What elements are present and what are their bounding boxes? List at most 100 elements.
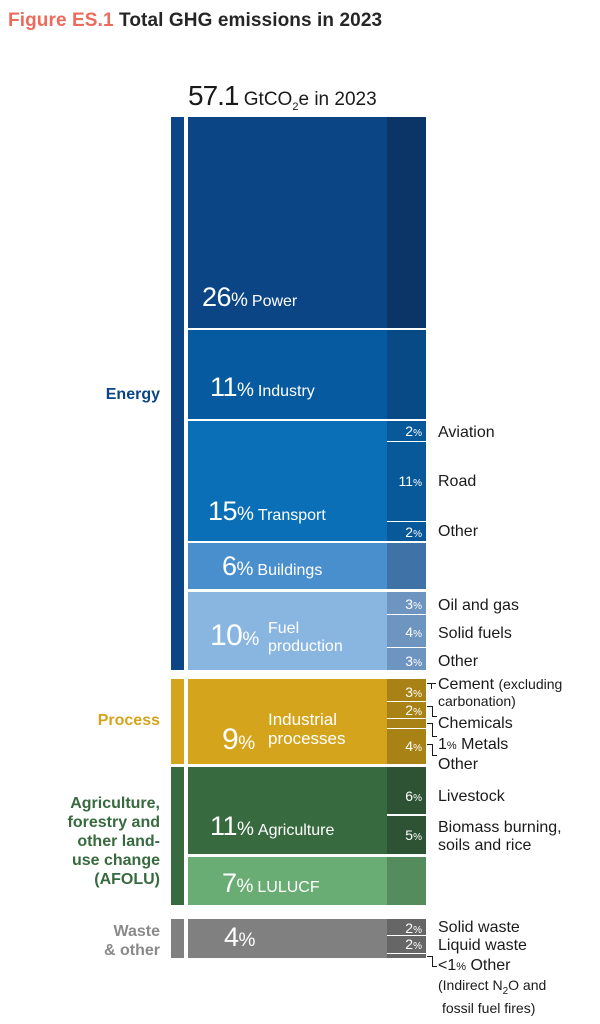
indproc-name-line2: processes: [268, 729, 346, 748]
sector-label-power: 26% Power: [202, 282, 298, 312]
subsector-process-other: 4%: [387, 729, 426, 764]
sector-label-lulucf: 7% LULUCF: [222, 868, 320, 898]
subsector-aviation: 2%: [387, 421, 426, 441]
sector-block-industrial-processes: [188, 679, 387, 764]
divider: [387, 647, 426, 648]
afolu-line-1: Agriculture,: [70, 795, 160, 812]
annotation-fuel-other: Other: [438, 653, 479, 670]
annotation-liquid-waste: Liquid waste: [438, 937, 527, 954]
sector-block-agriculture: [188, 767, 387, 854]
sector-block-industry: [188, 330, 387, 419]
total-emissions: 57.1 GtCO2e in 2023: [188, 80, 377, 113]
subcolumn-power: [387, 117, 426, 328]
subcolumn-buildings: [387, 543, 426, 589]
sector-label-agriculture: 11% Agriculture: [210, 811, 335, 841]
lulucf-name: LULUCF: [257, 879, 320, 896]
divider: [387, 521, 426, 522]
afolu-line-5: (AFOLU): [94, 871, 160, 888]
annotation-chemicals: Chemicals: [438, 715, 513, 732]
divider: [387, 814, 426, 816]
divider: [387, 701, 426, 702]
divider: [387, 614, 426, 615]
fuel-name-line1: Fuel: [268, 620, 300, 637]
leader-line-metals: [427, 723, 433, 737]
leader-line-waste-other: [427, 956, 433, 967]
sector-label-fuel-production: 10%: [210, 619, 259, 652]
subcolumn-lulucf: [387, 857, 426, 905]
subsector-waste-other: [387, 954, 426, 958]
category-label-waste: Waste & other: [104, 922, 160, 960]
divider: [387, 441, 426, 442]
total-value: 57.1: [188, 80, 239, 111]
sector-block-buildings: [188, 543, 387, 589]
afolu-line-3: other land-: [77, 833, 160, 850]
agriculture-name: Agriculture: [257, 822, 335, 839]
industrial-processes-name: Industrial processes: [268, 710, 345, 748]
sector-label-transport: 15% Transport: [208, 496, 326, 526]
waste-line-2: & other: [104, 942, 160, 959]
subsector-solid-waste: 2%: [387, 919, 426, 936]
subsector-metals: [387, 719, 426, 728]
leader-line-chemicals: [427, 706, 433, 717]
annotation-waste-other: <1% Other: [438, 957, 511, 974]
leader-line-metals-h: [432, 736, 437, 737]
subsector-solid-fuels: 4%: [387, 615, 426, 647]
subsector-liquid-waste: 2%: [387, 936, 426, 953]
category-label-process: Process: [97, 712, 160, 729]
annotation-process-other: Other: [438, 756, 479, 773]
figure-title: Figure ES.1 Total GHG emissions in 2023: [8, 10, 382, 32]
power-name: Power: [251, 293, 298, 310]
subsector-transport-other: 2%: [387, 522, 426, 541]
annotation-solid-fuels: Solid fuels: [438, 625, 512, 642]
leader-line-waste-other-h: [432, 966, 437, 967]
industry-pct: 11: [210, 372, 238, 402]
divider: [387, 728, 426, 729]
annotation-aviation: Aviation: [438, 424, 495, 441]
subsector-road: 11%: [387, 442, 426, 521]
total-unit-prefix: GtCO: [243, 89, 293, 110]
subsector-cement: 3%: [387, 679, 426, 701]
afolu-line-4: use change: [71, 852, 160, 869]
category-bar-process: [171, 679, 184, 764]
annotation-cement: Cement (excluding carbonation): [438, 676, 563, 709]
agriculture-pct: 11: [210, 811, 238, 841]
category-label-afolu: Agriculture, forestry and other land- us…: [68, 794, 160, 889]
category-bar-energy: [171, 117, 184, 670]
annotation-livestock: Livestock: [438, 788, 505, 805]
indproc-pct: 9: [222, 723, 239, 756]
buildings-name: Buildings: [257, 562, 323, 579]
leader-line-process-other: [427, 744, 433, 756]
subsector-chemicals: 2%: [387, 702, 426, 718]
annotation-transport-other: Other: [438, 523, 479, 540]
divider: [387, 935, 426, 936]
annotation-metals: 1% Metals: [438, 736, 509, 753]
transport-name: Transport: [257, 507, 326, 524]
afolu-line-2: forestry and: [67, 814, 160, 831]
power-pct: 26: [202, 282, 232, 312]
lulucf-pct: 7: [222, 868, 237, 898]
sector-label-waste: 4%: [224, 922, 255, 952]
leader-line-process-other-h: [432, 755, 437, 756]
waste-line-1: Waste: [113, 923, 160, 940]
leader-line-chemicals-h: [432, 716, 437, 717]
sector-block-fuel-production: [188, 592, 387, 670]
sector-block-power: [188, 117, 387, 328]
category-bar-afolu: [171, 767, 184, 905]
subcolumn-industry: [387, 330, 426, 419]
sector-label-industrial-processes: 9%: [222, 723, 255, 756]
divider: [387, 953, 426, 954]
waste-pct: 4: [224, 922, 239, 952]
annotation-waste-other-note: (Indirect N2O and fossil fuel fires): [438, 977, 547, 1016]
industry-name: Industry: [257, 383, 315, 400]
figure-title-text: Total GHG emissions in 2023: [119, 10, 383, 31]
sector-block-lulucf: [188, 857, 387, 905]
transport-pct: 15: [208, 496, 238, 526]
subsector-biomass: 5%: [387, 816, 426, 854]
fuel-name-line2: production: [268, 638, 343, 655]
sector-label-buildings: 6% Buildings: [222, 551, 323, 581]
figure-number: Figure ES.1: [8, 10, 114, 31]
subsector-livestock: 6%: [387, 767, 426, 814]
divider: [387, 718, 426, 719]
sector-block-transport: [188, 421, 387, 541]
fuel-production-name: Fuel production: [268, 620, 343, 656]
